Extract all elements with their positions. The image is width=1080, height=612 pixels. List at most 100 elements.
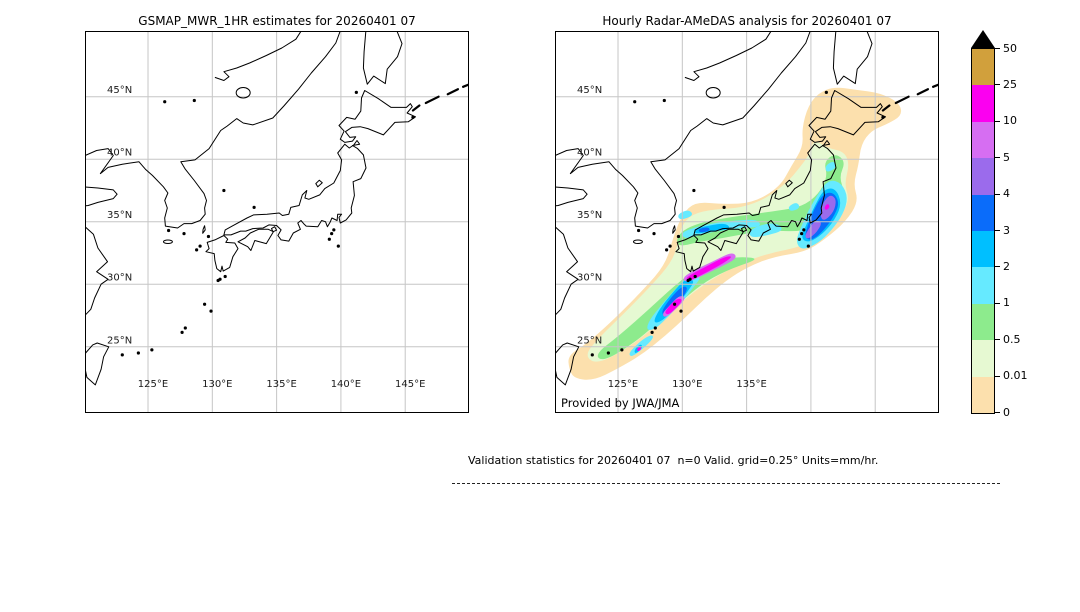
- colorbar-segment: [972, 194, 994, 231]
- small-island-dot: [195, 248, 199, 252]
- coastline: [693, 140, 837, 242]
- small-island-dot: [252, 205, 256, 209]
- gsmap-panel: GSMAP_MWR_1HR estimates for 20260401 07 …: [85, 12, 469, 413]
- validation-stats: Validation statistics for 20260401 07 n=…: [452, 441, 1000, 484]
- colorbar-tick: [995, 412, 1000, 413]
- small-island-dot: [192, 98, 196, 103]
- colorbar-tick-label: 1: [1003, 296, 1010, 310]
- validation-stats-text: Validation statistics for 20260401 07 n=…: [468, 454, 879, 467]
- small-island-dot: [590, 353, 594, 357]
- coastline: [214, 31, 302, 81]
- lat-label: 35°N: [577, 210, 602, 221]
- coastline: [684, 31, 772, 81]
- small-island-dot: [676, 234, 681, 239]
- precip-area: [698, 227, 710, 233]
- colorbar-segment: [972, 376, 994, 413]
- small-island-dot: [665, 248, 669, 252]
- colorbar-segment: [972, 121, 994, 159]
- small-island-dot: [206, 234, 211, 239]
- small-island-dot: [202, 302, 207, 306]
- colorbar-tick: [995, 157, 1000, 159]
- colorbar-tick-label: 3: [1003, 223, 1010, 237]
- gsmap-panel-title: GSMAP_MWR_1HR estimates for 20260401 07: [138, 14, 416, 28]
- kuril-island: [881, 104, 891, 112]
- small-island-dot: [209, 309, 213, 313]
- credit-text: Provided by JWA/JMA: [561, 396, 680, 410]
- coastline: [85, 31, 341, 229]
- small-island-dot: [633, 100, 637, 104]
- small-island-dot: [652, 232, 656, 236]
- precip-area: [788, 203, 800, 211]
- coastline: [555, 225, 579, 317]
- coastline: [271, 226, 278, 233]
- lat-label: 45°N: [577, 85, 602, 96]
- small-island-dot: [222, 188, 226, 193]
- colorbar-tick: [995, 339, 1000, 341]
- colorbar-body: [971, 48, 995, 414]
- colorbar-tick: [995, 84, 1000, 86]
- colorbar-segment: [972, 303, 994, 341]
- colorbar-extend-triangle: [971, 30, 995, 48]
- coastline: [362, 31, 403, 85]
- colorbar-segment: [972, 340, 994, 377]
- small-island-dot: [411, 115, 415, 119]
- colorbar-tick-label: 0.5: [1003, 332, 1021, 346]
- coastline: [672, 225, 676, 234]
- colorbar-tick: [995, 120, 1000, 122]
- precip-area: [749, 223, 782, 238]
- kuril-island: [424, 95, 440, 105]
- colorbar-tick-label: 10: [1003, 114, 1017, 128]
- kuril-island: [894, 95, 910, 105]
- precip-area: [824, 204, 830, 210]
- colorbar-tick: [995, 266, 1000, 268]
- small-island-dot: [692, 188, 696, 193]
- small-island-dot: [881, 115, 885, 119]
- lon-label: 125°E: [138, 379, 168, 390]
- coastline: [315, 179, 323, 188]
- coastline: [85, 342, 110, 386]
- small-island-dot: [180, 330, 184, 334]
- radar-map-canvas: 45°N 40°N 35°N 30°N 25°N 125°E 130°E 135°E Provi…: [555, 31, 939, 413]
- small-island-dot: [653, 326, 657, 330]
- colorbar-segment: [972, 85, 994, 122]
- small-island-dot: [722, 205, 726, 209]
- small-island-dot: [216, 278, 220, 283]
- colorbar-segment: [972, 267, 994, 304]
- small-island-dot: [824, 90, 828, 94]
- kuril-island: [411, 104, 421, 112]
- coastline: [338, 90, 416, 143]
- small-island-dot: [120, 353, 124, 357]
- colorbar-tick-label: 0: [1003, 405, 1010, 419]
- lat-label: 40°N: [577, 148, 602, 159]
- coastline: [205, 235, 239, 273]
- gridlines: [555, 31, 939, 413]
- colorbar-tick-label: 50: [1003, 41, 1017, 55]
- radar-panel-title: Hourly Radar-AMeDAS analysis for 2026040…: [602, 14, 892, 28]
- precip-area: [686, 256, 731, 281]
- colorbar-tick-label: 5: [1003, 150, 1010, 164]
- colorbar-tick-label: 2: [1003, 259, 1010, 273]
- small-island-dot: [198, 244, 202, 248]
- colorbar-tick: [995, 193, 1000, 195]
- coastline: [555, 31, 811, 229]
- coastlines: [555, 31, 939, 386]
- small-island-dot: [650, 330, 654, 334]
- small-island-dot: [354, 90, 358, 94]
- lon-label: 135°E: [266, 379, 296, 390]
- small-island-dot: [806, 244, 810, 248]
- small-island-dot: [662, 98, 666, 103]
- small-island-dot: [183, 326, 187, 330]
- colorbar-tick-label: 0.01: [1003, 369, 1028, 383]
- coastline: [832, 31, 873, 85]
- map-labels: 45°N 40°N 35°N 30°N 25°N 125°E 130°E 135°E 140°E…: [107, 85, 425, 390]
- coastline: [675, 235, 709, 273]
- precipitation-layer: [568, 87, 902, 380]
- small-island-dot: [672, 302, 677, 306]
- gsmap-map-canvas: 45°N 40°N 35°N 30°N 25°N 125°E 130°E 135°E 140°E…: [85, 31, 469, 413]
- small-island-dot: [693, 274, 697, 279]
- small-island-dot: [797, 237, 801, 241]
- coastline: [555, 186, 588, 207]
- small-island-dot: [223, 274, 227, 279]
- coastline: [85, 186, 118, 207]
